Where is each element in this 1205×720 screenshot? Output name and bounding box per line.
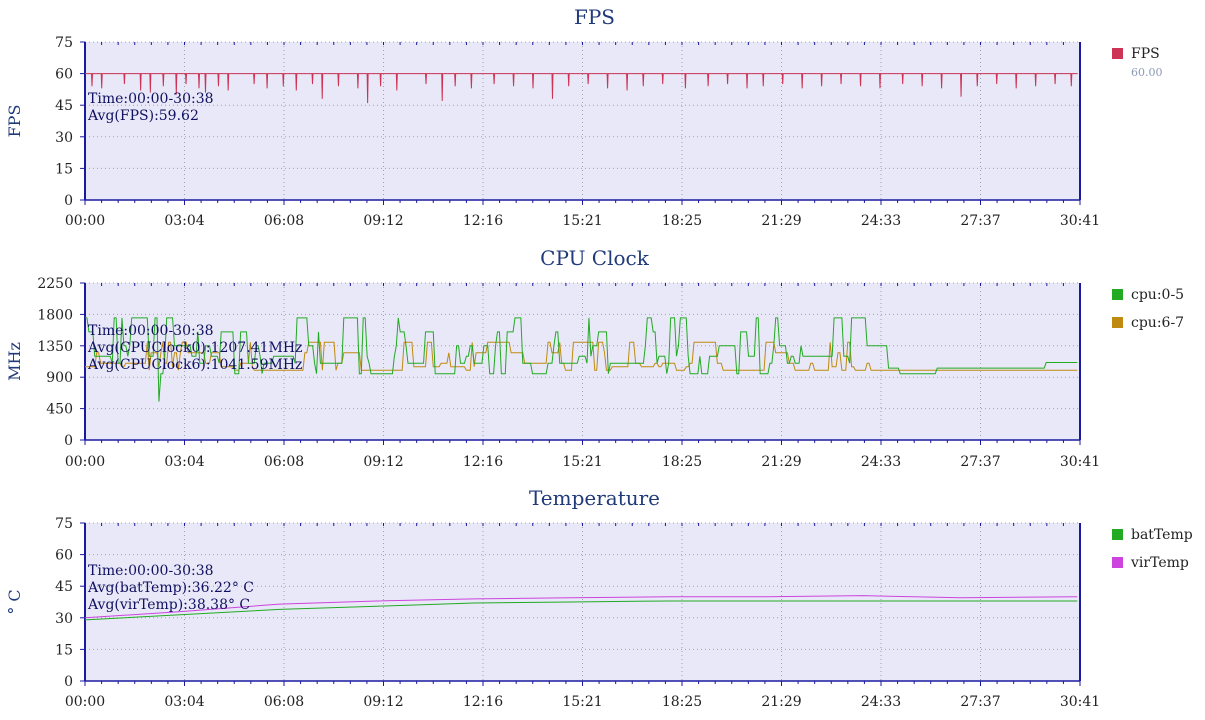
x-tick-label: 15:21 (562, 694, 602, 710)
x-tick-label: 27:37 (960, 454, 1000, 470)
series-line-cpu-0-5 (85, 317, 1078, 402)
annotation-text: Avg(virTemp):38.38° C (87, 597, 250, 613)
x-tick-label: 24:33 (861, 694, 901, 710)
y-axis-label: ° C (5, 589, 24, 614)
series-group (85, 73, 1078, 104)
x-tick-label: 06:08 (264, 213, 304, 229)
y-tick-label: 45 (55, 579, 73, 595)
y-tick-label: 2250 (37, 276, 73, 292)
x-tick-label: 24:33 (861, 213, 901, 229)
y-tick-label: 30 (55, 130, 73, 146)
chart-title: FPS (574, 5, 615, 29)
x-tick-label: 15:21 (562, 213, 602, 229)
y-tick-label: 45 (55, 98, 73, 114)
y-tick-label: 0 (64, 193, 73, 209)
legend-value: 60.00 (1131, 66, 1163, 79)
x-tick-label: 00:00 (65, 454, 105, 470)
plot-area (85, 283, 1080, 440)
x-tick-label: 27:37 (960, 694, 1000, 710)
annotation-text: Time:00:00-30:38 (88, 323, 214, 339)
legend-label: batTemp (1131, 527, 1193, 543)
y-axis-label: MHz (5, 342, 24, 381)
series-group (85, 595, 1078, 621)
series-line-fps (85, 73, 1078, 104)
x-tick-label: 12:16 (463, 213, 503, 229)
x-tick-label: 09:12 (363, 694, 403, 710)
chart-2: 0 15 30 45 60 75 00:00 03:04 06:08 09:12 12:16 15:2… (5, 486, 1193, 710)
x-tick-label: 21:29 (761, 454, 801, 470)
x-tick-label: 00:00 (65, 694, 105, 710)
legend-swatch (1112, 48, 1123, 59)
x-tick-label: 18:25 (662, 694, 702, 710)
series-line-virtemp (85, 595, 1078, 619)
y-tick-label: 0 (64, 674, 73, 690)
chart-title: CPU Clock (540, 246, 650, 270)
x-tick-label: 00:00 (65, 213, 105, 229)
y-tick-label: 60 (55, 67, 73, 83)
x-tick-label: 03:04 (164, 454, 204, 470)
y-tick-label: 900 (46, 370, 73, 386)
chart-1: 0 450 900 1350 1800 2250 00:00 03:04 06:08 09:12 1… (5, 246, 1184, 470)
x-tick-label: 18:25 (662, 213, 702, 229)
y-tick-label: 75 (55, 516, 73, 532)
y-tick-label: 1350 (37, 339, 73, 355)
x-tick-label: 21:29 (761, 213, 801, 229)
x-tick-label: 18:25 (662, 454, 702, 470)
legend-swatch (1112, 529, 1123, 540)
x-tick-label: 27:37 (960, 213, 1000, 229)
annotation-text: Time:00:00-30:38 (88, 563, 214, 579)
legend-label: cpu:0-5 (1131, 287, 1184, 303)
series-line-cpu-6-7 (85, 341, 1078, 371)
x-tick-label: 15:21 (562, 454, 602, 470)
y-tick-label: 0 (64, 433, 73, 449)
x-tick-label: 12:16 (463, 454, 503, 470)
x-tick-label: 24:33 (861, 454, 901, 470)
chart-title: Temperature (529, 486, 660, 510)
y-tick-label: 15 (55, 642, 73, 658)
legend-swatch (1112, 289, 1123, 300)
y-tick-label: 15 (55, 161, 73, 177)
legend-label: virTemp (1130, 555, 1189, 571)
annotation-text: Time:00:00-30:38 (88, 91, 214, 107)
y-tick-label: 75 (55, 35, 73, 51)
x-tick-label: 09:12 (363, 454, 403, 470)
y-axis-label: FPS (5, 105, 24, 138)
plot-area (85, 42, 1080, 200)
legend-label: FPS (1131, 46, 1160, 62)
x-tick-label: 30:41 (1060, 694, 1100, 710)
legend-label: cpu:6-7 (1131, 315, 1184, 331)
x-tick-label: 30:41 (1060, 213, 1100, 229)
x-tick-label: 03:04 (164, 213, 204, 229)
x-tick-label: 30:41 (1060, 454, 1100, 470)
x-tick-label: 06:08 (264, 454, 304, 470)
x-tick-label: 21:29 (761, 694, 801, 710)
legend-swatch (1112, 557, 1123, 568)
x-tick-label: 09:12 (363, 213, 403, 229)
series-line-battemp (85, 600, 1078, 621)
y-tick-label: 60 (55, 548, 73, 564)
y-tick-label: 450 (46, 402, 73, 418)
y-tick-label: 30 (55, 611, 73, 627)
x-tick-label: 12:16 (463, 694, 503, 710)
annotation-text: Avg(CPUClock6):1041.59MHz (87, 357, 302, 373)
x-tick-label: 06:08 (264, 694, 304, 710)
y-tick-label: 1800 (37, 307, 73, 323)
legend-swatch (1112, 317, 1123, 328)
series-group (85, 317, 1078, 402)
chart-0: 0 15 30 45 60 75 00:00 03:04 06:08 09:12 12:16 15:2… (5, 5, 1163, 229)
annotation-text: Avg(batTemp):36.22° C (87, 580, 254, 596)
x-tick-label: 03:04 (164, 694, 204, 710)
annotation-text: Avg(CPUClock0):1207.41MHz (87, 340, 302, 356)
annotation-text: Avg(FPS):59.62 (87, 108, 199, 124)
